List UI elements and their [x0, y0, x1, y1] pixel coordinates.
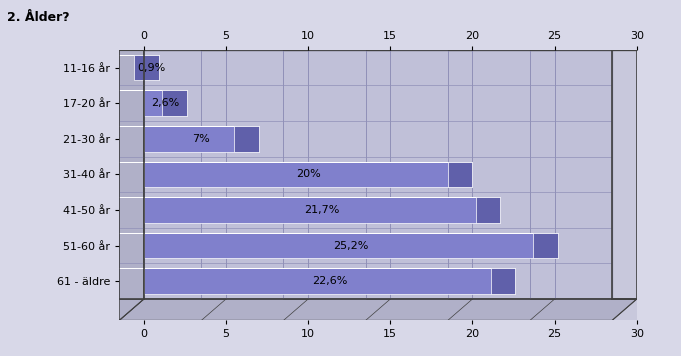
Polygon shape	[144, 162, 473, 187]
Polygon shape	[144, 55, 159, 80]
Polygon shape	[144, 268, 515, 294]
Polygon shape	[144, 197, 501, 223]
Text: 2,6%: 2,6%	[151, 98, 179, 108]
Polygon shape	[119, 50, 144, 320]
Text: 7%: 7%	[193, 134, 210, 144]
Polygon shape	[234, 126, 259, 152]
Polygon shape	[533, 233, 558, 258]
Text: 2. Ålder?: 2. Ålder?	[7, 11, 69, 24]
Polygon shape	[476, 197, 501, 223]
Polygon shape	[448, 162, 473, 187]
Polygon shape	[144, 233, 558, 258]
Polygon shape	[162, 90, 187, 116]
Polygon shape	[134, 55, 159, 80]
Text: 20%: 20%	[296, 169, 321, 179]
Polygon shape	[144, 90, 187, 116]
Text: 25,2%: 25,2%	[333, 241, 368, 251]
Polygon shape	[490, 268, 515, 294]
Text: 21,7%: 21,7%	[304, 205, 340, 215]
Text: 22,6%: 22,6%	[312, 276, 347, 286]
Polygon shape	[119, 299, 637, 320]
Polygon shape	[144, 126, 259, 152]
Text: 0,9%: 0,9%	[137, 63, 165, 73]
Polygon shape	[119, 50, 612, 299]
